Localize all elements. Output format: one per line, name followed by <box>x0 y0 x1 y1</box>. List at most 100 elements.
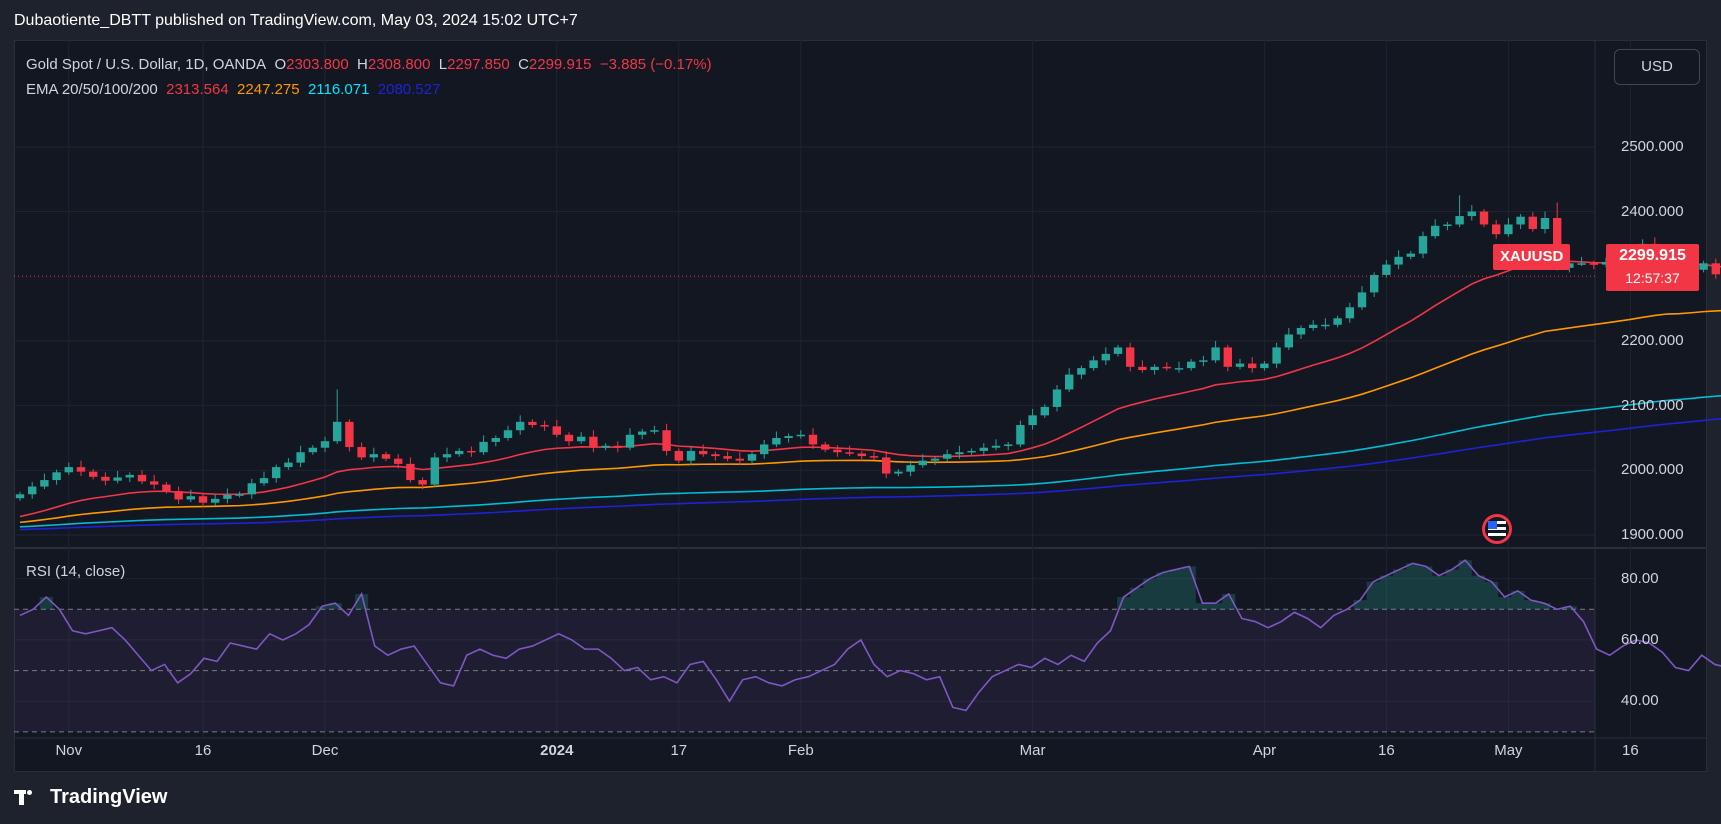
footer-brand: TradingView <box>50 786 168 808</box>
candle-body <box>638 431 647 435</box>
candle-body <box>1284 334 1293 348</box>
candle-body <box>64 467 73 473</box>
candle-body <box>699 450 708 455</box>
x-tick-label: 17 <box>670 742 688 759</box>
x-tick-label: 16 <box>1378 742 1395 759</box>
candle-body <box>930 458 940 461</box>
candle-body <box>1516 216 1525 225</box>
legend-h-label: H <box>357 56 368 73</box>
candle-body <box>1382 264 1391 275</box>
candle-body <box>991 445 1001 448</box>
footer: TradingView <box>14 786 167 809</box>
candle-body <box>320 441 330 448</box>
x-tick-label: 2024 <box>540 742 574 759</box>
last-price: 2299.915 <box>1619 247 1686 264</box>
candle-body <box>1113 347 1123 354</box>
last-price-tag: 2299.915 12:57:37 <box>1606 244 1699 291</box>
candle-body <box>76 467 86 472</box>
candle-body <box>211 498 220 503</box>
rsi-overbought-fill <box>39 560 1577 610</box>
candle-body <box>503 430 513 438</box>
rsi-series-line <box>19 559 1721 712</box>
grid <box>14 40 1707 772</box>
rsi-band-area <box>14 608 1595 733</box>
candle-body <box>1492 224 1501 235</box>
candle-body <box>1504 224 1513 235</box>
candle-body <box>1199 360 1208 362</box>
candle-body <box>174 491 183 500</box>
legend-ema50: 2247.275 <box>237 81 300 98</box>
candle-body <box>198 496 208 503</box>
ema50-line <box>19 309 1721 524</box>
candle-body <box>674 450 683 461</box>
legend-h-value: 2308.800 <box>367 56 431 73</box>
candle-body <box>1711 263 1720 275</box>
candle-body <box>455 450 464 455</box>
candle-body <box>589 436 598 448</box>
candle-body <box>1101 353 1110 361</box>
candle-body <box>1345 307 1354 319</box>
currency-button[interactable]: USD <box>1614 49 1700 85</box>
us-flag-icon[interactable] <box>1482 514 1512 544</box>
candle-body <box>869 456 879 458</box>
candle-body <box>1272 347 1281 364</box>
x-tick-label: May <box>1494 742 1523 759</box>
tradingview-logo-icon <box>14 788 46 808</box>
candle-body <box>943 454 952 459</box>
candle-body <box>1052 389 1062 407</box>
ema20-line <box>19 258 1721 518</box>
candle-body <box>955 452 964 455</box>
candle-body <box>491 438 500 442</box>
candle-body <box>552 426 561 435</box>
candle-body <box>442 454 452 458</box>
candle-body <box>247 483 256 495</box>
candle-body <box>613 445 622 448</box>
candle-body <box>308 447 317 453</box>
candle-body <box>1589 263 1598 265</box>
candle-body <box>1040 406 1049 416</box>
legend-c-value: 2299.915 <box>528 56 592 73</box>
candle-body <box>1370 274 1379 293</box>
candle-body <box>747 454 757 461</box>
candle-body <box>52 472 61 481</box>
rsi-tick-label: 80.00 <box>1621 569 1659 587</box>
symbol-tag: XAUUSD <box>1493 244 1571 270</box>
candle-body <box>772 438 781 445</box>
y-tick-label: 2400.000 <box>1621 202 1684 220</box>
candle-body <box>711 454 720 457</box>
candle-body <box>784 436 793 438</box>
y-tick-label: 1900.000 <box>1621 526 1684 544</box>
candle-body <box>1260 363 1269 369</box>
legend-ema20: 2313.564 <box>166 81 229 98</box>
legend-c-label: C <box>518 56 529 73</box>
ema100-line <box>19 394 1721 528</box>
candle-body <box>796 434 805 437</box>
candle-body <box>1309 324 1318 328</box>
candle-body <box>1065 374 1074 390</box>
y-tick-label: 2500.000 <box>1621 137 1684 155</box>
candle-body <box>1418 236 1428 254</box>
candle-body <box>357 447 366 458</box>
candle-body <box>1699 263 1708 270</box>
x-tick-label: Nov <box>55 742 83 759</box>
candle-body <box>1089 360 1098 369</box>
legend-ema-label: EMA 20/50/100/200 <box>26 81 158 98</box>
candle-body <box>1028 415 1037 426</box>
candle-body <box>735 458 744 461</box>
candle-body <box>723 456 732 459</box>
candle-body <box>1540 218 1550 229</box>
x-tick-label: 16 <box>1622 742 1639 759</box>
candle-body <box>516 421 525 431</box>
candle-body <box>1211 347 1220 361</box>
candle-body <box>1321 324 1330 327</box>
legend-l-value: 2297.850 <box>447 56 510 73</box>
candle-body <box>808 434 818 445</box>
candle-body <box>979 447 988 451</box>
candle-body <box>272 467 281 479</box>
candle-body <box>540 425 549 427</box>
candle-body <box>235 494 244 496</box>
candle-body <box>906 465 915 472</box>
candle-body <box>1296 328 1306 335</box>
candle-body <box>1126 347 1135 367</box>
